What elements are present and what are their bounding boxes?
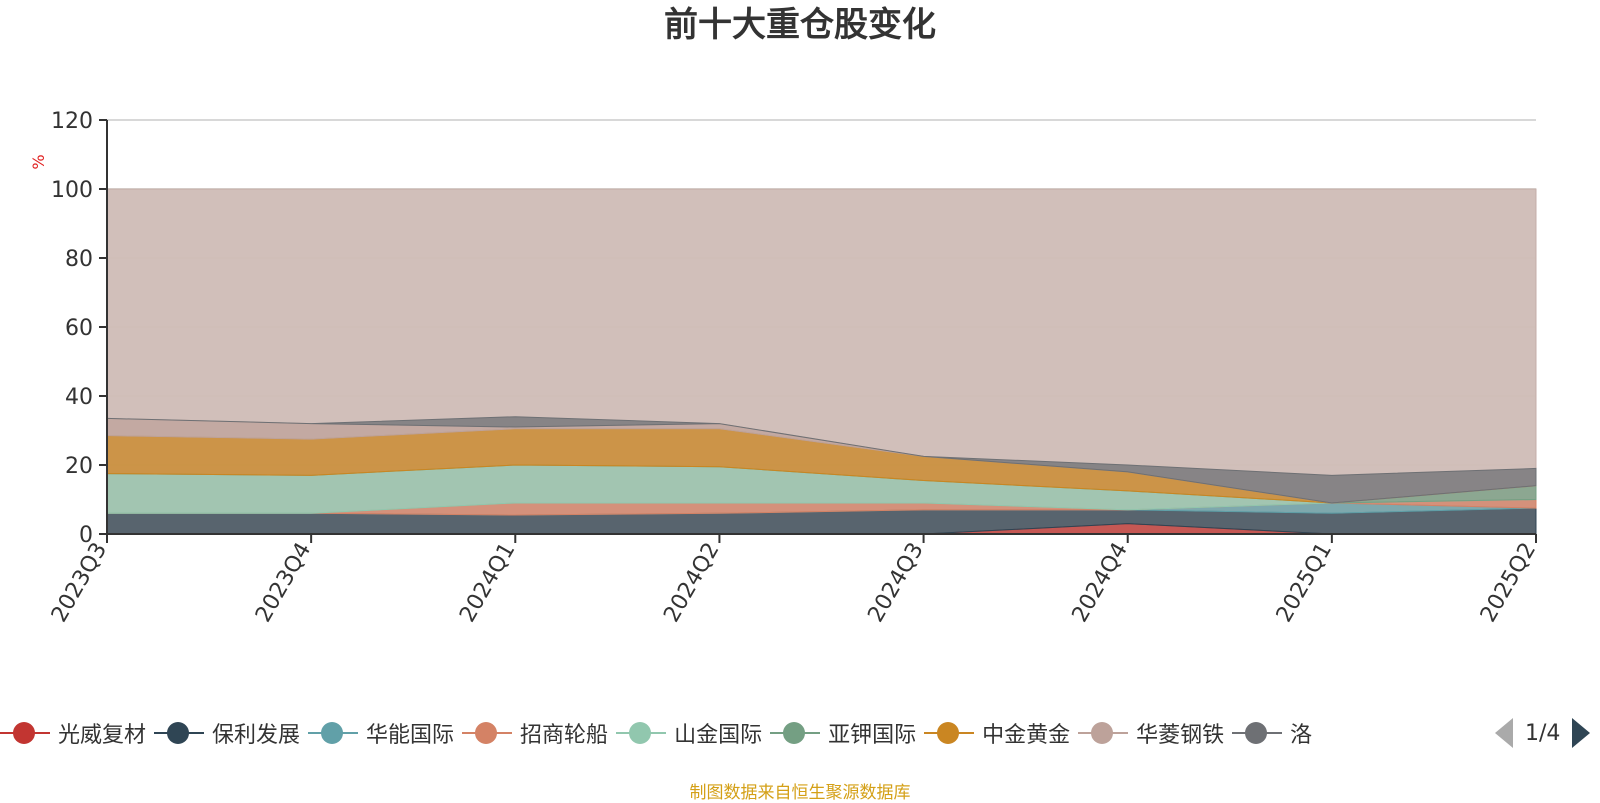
x-tick-label: 2023Q3 [47, 539, 112, 627]
legend-marker-icon [0, 721, 50, 745]
x-tick-label: 2023Q4 [251, 539, 316, 627]
pager-prev-icon[interactable] [1495, 718, 1513, 748]
source-note: 制图数据来自恒生聚源数据库 [689, 783, 911, 803]
y-axis-label: % [29, 154, 48, 169]
legend-marker-icon [1232, 721, 1283, 745]
legend-marker-icon [616, 721, 667, 745]
x-tick-label: 2024Q2 [659, 539, 724, 627]
legend-item[interactable]: 保利发展 [154, 713, 300, 753]
legend-item[interactable]: 中金黄金 [924, 713, 1070, 753]
x-tick-label: 2025Q1 [1272, 539, 1337, 627]
y-tick-label: 60 [65, 316, 93, 341]
y-tick-label: 80 [65, 247, 93, 272]
legend-item[interactable]: 华菱钢铁 [1078, 713, 1224, 753]
pager-next-icon[interactable] [1572, 718, 1591, 748]
legend-marker-icon [770, 721, 821, 745]
legend-label: 保利发展 [212, 723, 301, 748]
legend-marker-icon [308, 721, 359, 745]
legend-label: 亚钾国际 [828, 723, 917, 748]
legend-label: 华能国际 [366, 723, 455, 748]
legend-label: 招商轮船 [520, 723, 609, 748]
legend-marker-icon [1078, 721, 1129, 745]
x-tick-label: 2024Q3 [863, 539, 928, 627]
legend-label: 洛 [1290, 723, 1313, 748]
legend-item[interactable]: 山金国际 [616, 713, 762, 753]
y-tick-label: 100 [51, 178, 93, 203]
legend-item[interactable]: 光威复材 [0, 713, 146, 753]
legend-item[interactable]: 亚钾国际 [770, 713, 916, 753]
legend-marker-icon [154, 721, 205, 745]
y-tick-label: 20 [65, 454, 93, 479]
pager-text: 1/4 [1525, 720, 1561, 746]
x-tick-label: 2024Q1 [455, 539, 520, 627]
chart-title: 前十大重仓股变化 [664, 5, 936, 45]
legend-label: 山金国际 [674, 723, 763, 748]
legend-label: 中金黄金 [982, 723, 1071, 748]
area-series [106, 416, 1537, 504]
y-tick-label: 40 [65, 385, 93, 410]
legend-item[interactable]: 洛 [1232, 713, 1312, 753]
x-tick-label: 2024Q4 [1068, 539, 1133, 627]
legend-label: 华菱钢铁 [1136, 723, 1225, 748]
legend-item[interactable]: 华能国际 [308, 713, 454, 753]
legend-marker-icon [924, 721, 975, 745]
y-tick-label: 120 [51, 109, 93, 134]
x-tick-label: 2025Q2 [1476, 539, 1541, 627]
legend-marker-icon [462, 721, 513, 745]
legend: 光威复材 保利发展 华能国际 招商轮船 山金国际 亚钾国际 中金黄金 华菱钢铁 洛 [0, 713, 1482, 753]
legend-label: 光威复材 [58, 723, 147, 748]
legend-pager: 1/4 [1495, 715, 1591, 751]
legend-item[interactable]: 招商轮船 [462, 713, 608, 753]
y-tick-label: 0 [79, 523, 93, 548]
